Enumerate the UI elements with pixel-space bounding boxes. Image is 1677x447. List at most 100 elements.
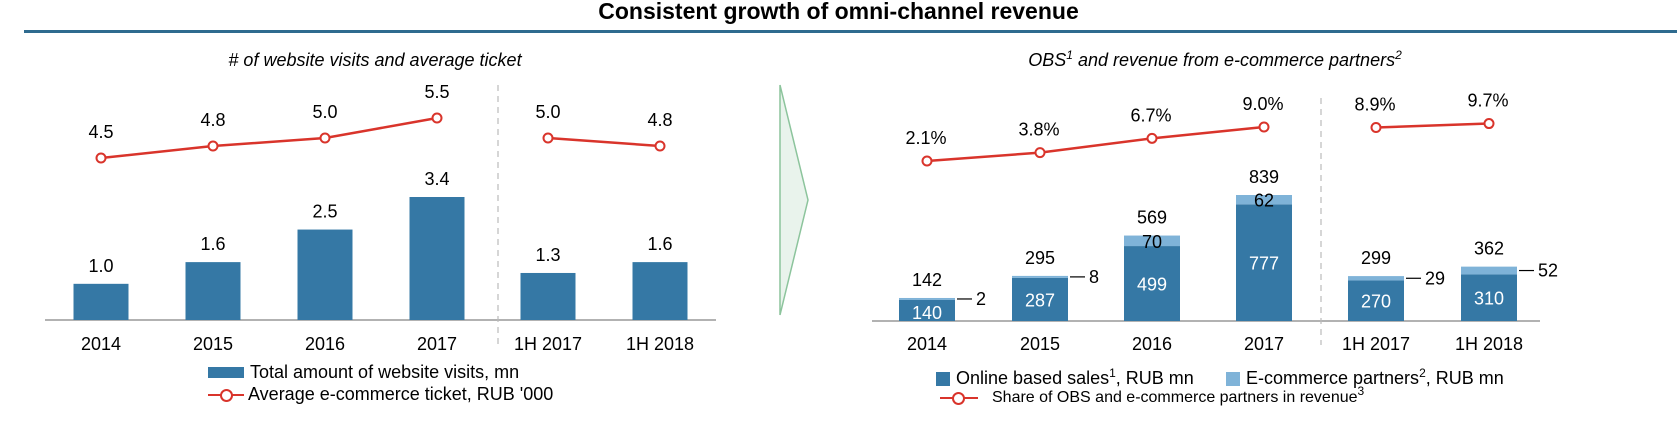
right-obs-label: 499 [1137, 275, 1167, 295]
right-share-point [1258, 121, 1270, 133]
left-ticket-label: 5.0 [535, 102, 560, 122]
right-obs-bar-2014 [899, 299, 955, 321]
right-partners-bar-2015 [1012, 275, 1068, 278]
legend-partners-label: E-commerce partners2, RUB mn [1246, 366, 1504, 388]
left-bar-2014 [73, 283, 129, 320]
right-share-point [921, 155, 933, 167]
left-ticket-point [95, 152, 107, 164]
legend-obs-swatch [936, 371, 950, 386]
left-x-tick: 2014 [81, 334, 121, 354]
right-x-tick: 2017 [1244, 334, 1284, 354]
legend-obs-label: Online based sales1, RUB mn [956, 366, 1194, 388]
right-share-line-2 [1375, 122, 1490, 129]
title-rule [24, 30, 1677, 33]
right-legend-partners: E-commerce partners2, RUB mn [1226, 366, 1504, 389]
right-total-label: 299 [1361, 248, 1391, 268]
right-share-label: 3.8% [1018, 120, 1059, 140]
right-total-label: 362 [1474, 239, 1504, 259]
left-x-tick: 1H 2018 [626, 334, 694, 354]
right-partners-bar-1H-2017 [1348, 276, 1404, 281]
right-partners-bar-2017 [1236, 195, 1292, 205]
right-share-point [1483, 118, 1495, 130]
right-share-point [1034, 147, 1046, 159]
right-total-label: 569 [1137, 208, 1167, 228]
legend-bar-swatch [208, 367, 244, 378]
right-obs-bar-1H-2018 [1461, 274, 1517, 321]
legend-bar-label: Total amount of website visits, mn [250, 362, 520, 382]
right-obs-bar-2017 [1236, 204, 1292, 321]
left-ticket-line-2 [547, 136, 661, 148]
right-share-label: 8.9% [1354, 94, 1395, 114]
left-bar-2017 [409, 197, 465, 320]
page-title: Consistent growth of omni-channel revenu… [598, 0, 1079, 24]
right-total-label: 295 [1025, 248, 1055, 268]
right-share-point [1146, 132, 1158, 144]
legend-line-swatch [208, 388, 244, 402]
right-obs-bar-2015 [1012, 277, 1068, 321]
left-bar-1H-2017 [520, 272, 576, 320]
left-bar-2016 [297, 229, 353, 320]
right-legend-obs: Online based sales1, RUB mn [936, 366, 1194, 389]
left-bar-label: 1.6 [200, 234, 225, 254]
right-share-label: 9.7% [1467, 91, 1508, 111]
right-obs-label: 287 [1025, 290, 1055, 310]
left-bar-label: 3.4 [424, 169, 449, 189]
chevron-arrow-icon [779, 84, 809, 316]
right-share-point [1370, 121, 1382, 133]
left-bar-label: 1.6 [647, 234, 672, 254]
left-ticket-label: 4.5 [88, 122, 113, 142]
right-title-rest: and revenue from e-commerce partners [1072, 50, 1396, 70]
right-legend-share: Share of OBS and e-commerce partners in … [940, 384, 1365, 407]
left-x-tick: 1H 2017 [514, 334, 582, 354]
right-partners-label: 52 [1538, 261, 1558, 281]
right-share-line-1 [926, 125, 1265, 163]
left-ticket-point [654, 140, 666, 152]
left-ticket-point [319, 132, 331, 144]
right-x-tick: 1H 2017 [1342, 334, 1410, 354]
right-partners-label: 62 [1254, 191, 1274, 211]
left-ticket-point [207, 140, 219, 152]
right-title-sup: 1 [1066, 48, 1073, 62]
right-share-label: 6.7% [1130, 105, 1171, 125]
right-share-label: 9.0% [1242, 94, 1283, 114]
left-ticket-label: 5.0 [312, 102, 337, 122]
right-obs-label: 310 [1474, 289, 1504, 309]
right-share-label: 2.1% [905, 128, 946, 148]
left-chart-title: # of website visits and average ticket [228, 50, 522, 70]
left-bar-label: 2.5 [312, 202, 337, 222]
right-partners-label: 2 [976, 289, 986, 309]
left-legend-line: Average e-commerce ticket, RUB '000 [208, 384, 553, 405]
left-ticket-label: 5.5 [424, 82, 449, 102]
left-legend-bar: Total amount of website visits, mn [208, 362, 519, 383]
right-obs-bar-2016 [1124, 246, 1180, 321]
legend-line-label: Average e-commerce ticket, RUB '000 [248, 384, 554, 404]
left-x-tick: 2015 [193, 334, 233, 354]
legend-share-label: Share of OBS and e-commerce partners in … [992, 384, 1365, 406]
right-partners-bar-2016 [1124, 235, 1180, 247]
right-partners-label: 70 [1142, 232, 1162, 252]
right-x-tick: 2014 [907, 334, 947, 354]
right-total-label: 839 [1249, 167, 1279, 187]
right-x-tick: 2015 [1020, 334, 1060, 354]
right-partners-label: 29 [1425, 268, 1445, 288]
right-partners-bar-2014 [899, 297, 955, 300]
left-x-tick: 2017 [417, 334, 457, 354]
right-chart-title: OBS1 and revenue from e-commerce partner… [870, 48, 1560, 71]
right-obs-bar-1H-2017 [1348, 280, 1404, 321]
right-partners-label: 8 [1089, 267, 1099, 287]
left-bar-label: 1.0 [88, 256, 113, 276]
right-x-tick: 1H 2018 [1455, 334, 1523, 354]
legend-share-swatch [940, 391, 978, 405]
left-x-tick: 2016 [305, 334, 345, 354]
right-obs-label: 777 [1249, 254, 1279, 274]
right-partners-bar-1H-2018 [1461, 266, 1517, 275]
left-bar-label: 1.3 [535, 245, 560, 265]
left-ticket-line-1 [100, 116, 438, 160]
right-x-tick: 2016 [1132, 334, 1172, 354]
right-obs-label: 270 [1361, 292, 1391, 312]
right-title-sup2: 2 [1395, 48, 1402, 62]
right-title-main: OBS [1028, 50, 1067, 70]
left-bar-1H-2018 [632, 262, 688, 320]
left-ticket-label: 4.8 [200, 110, 225, 130]
